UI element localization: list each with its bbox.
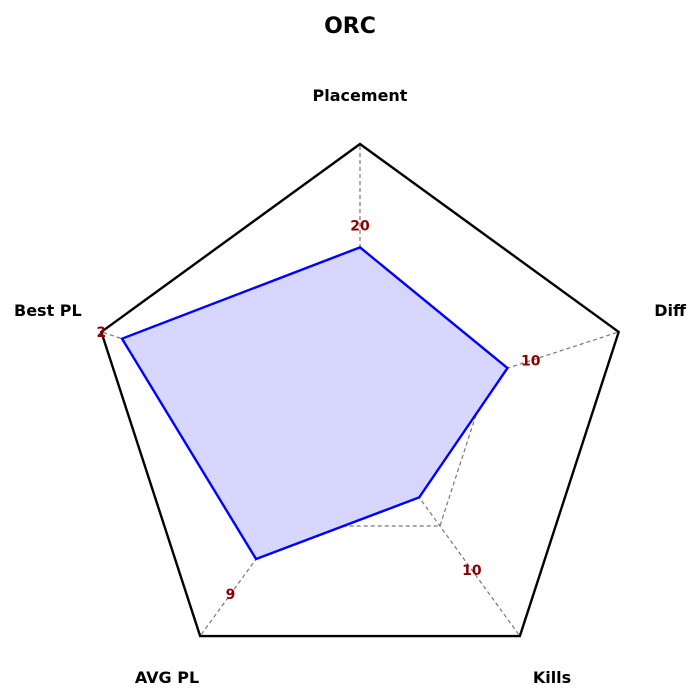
axis-label-avg-pl: AVG PL xyxy=(135,668,199,687)
axis-label-placement: Placement xyxy=(313,86,408,105)
frame-layer xyxy=(99,142,621,638)
axis-label-diff: Diff xyxy=(654,301,687,320)
outer-frame xyxy=(99,142,621,638)
chart-title: ORC xyxy=(324,14,376,39)
axis-label-layer: Placement Diff Kills AVG PL Best PL xyxy=(14,86,687,687)
value-label-diff: 10 xyxy=(521,354,541,370)
axis-label-kills: Kills xyxy=(533,668,571,687)
series-area xyxy=(120,245,510,561)
value-label-best-pl: 2 xyxy=(96,325,106,341)
value-label-layer: 20 10 10 9 2 xyxy=(96,219,540,604)
axis-label-best-pl: Best PL xyxy=(14,301,82,320)
value-label-placement: 20 xyxy=(350,219,370,235)
series-layer xyxy=(120,245,510,561)
value-label-kills: 10 xyxy=(462,563,482,579)
value-label-avg-pl: 9 xyxy=(226,587,236,603)
